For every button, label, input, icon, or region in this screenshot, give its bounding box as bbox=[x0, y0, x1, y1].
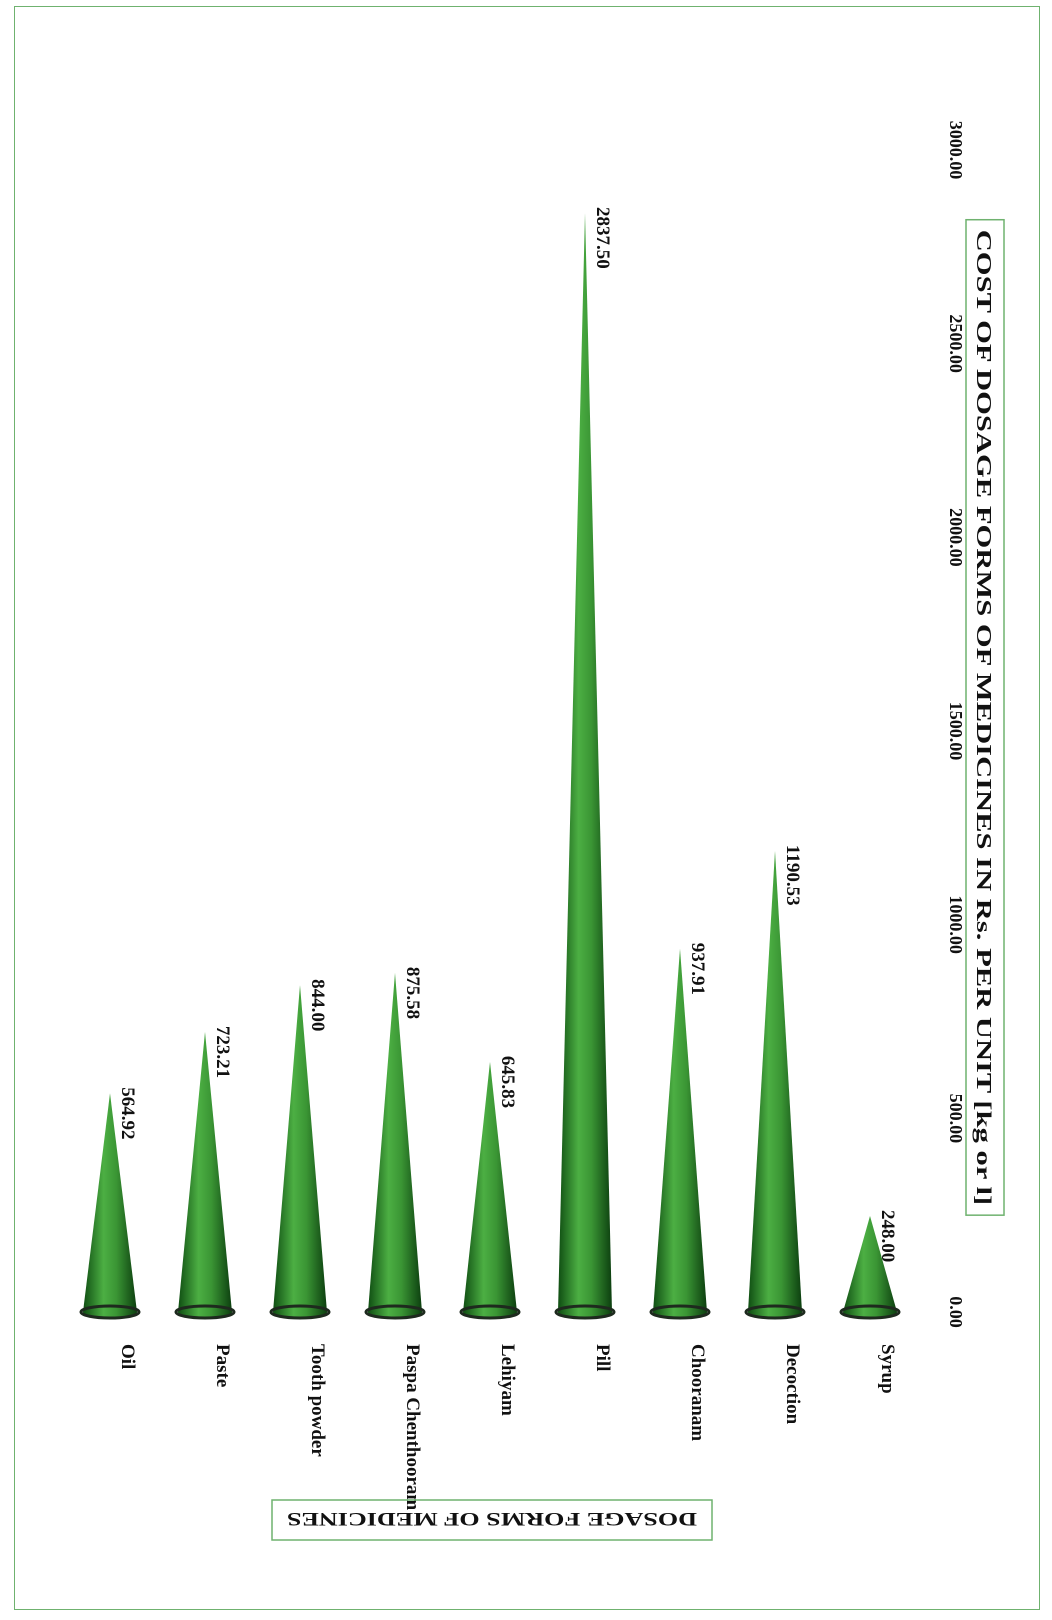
data-label-pill: 2837.50 bbox=[592, 207, 613, 269]
data-label-tooth-powder: 844.00 bbox=[307, 979, 328, 1031]
value-axis-title: COST OF DOSAGE FORMS OF MEDICINES IN Rs.… bbox=[972, 230, 996, 1205]
cone-base-paspa-chenthooram bbox=[364, 1304, 426, 1320]
cone-pill bbox=[558, 212, 612, 1320]
cone-chooranam bbox=[653, 948, 707, 1319]
value-tick-500-00: 500.00 bbox=[946, 1094, 966, 1144]
data-label-decoction: 1190.53 bbox=[782, 845, 803, 906]
value-tick-3000-00: 3000.00 bbox=[946, 121, 966, 180]
category-label-chooranam: Chooranam bbox=[687, 1344, 708, 1441]
cone-base-syrup bbox=[839, 1304, 901, 1320]
cone-lehiyam bbox=[463, 1061, 517, 1319]
cone-base-paste bbox=[174, 1304, 236, 1320]
category-label-paste: Paste bbox=[212, 1344, 233, 1387]
data-label-chooranam: 937.91 bbox=[687, 943, 708, 995]
value-tick-2500-00: 2500.00 bbox=[946, 314, 966, 373]
category-axis-title: DOSAGE FORMS OF MEDICINES bbox=[287, 1508, 697, 1529]
cone-decoction bbox=[748, 850, 802, 1319]
category-label-lehiyam: Lehiyam bbox=[497, 1344, 518, 1416]
data-label-oil: 564.92 bbox=[117, 1087, 138, 1139]
value-tick-1000-00: 1000.00 bbox=[946, 895, 966, 954]
data-label-paste: 723.21 bbox=[212, 1026, 233, 1078]
cone-oil bbox=[83, 1093, 137, 1319]
value-tick-0-00: 0.00 bbox=[946, 1296, 966, 1328]
cone-base-pill bbox=[554, 1304, 616, 1320]
cone-base-decoction bbox=[744, 1304, 806, 1320]
cone-base-oil bbox=[79, 1304, 141, 1320]
chart-frame bbox=[14, 6, 1040, 1610]
data-label-lehiyam: 645.83 bbox=[497, 1056, 518, 1108]
data-label-syrup: 248.00 bbox=[877, 1210, 898, 1262]
category-label-pill: Pill bbox=[592, 1344, 613, 1371]
value-tick-2000-00: 2000.00 bbox=[946, 508, 966, 567]
cone-tooth-powder bbox=[273, 985, 327, 1319]
category-label-tooth-powder: Tooth powder bbox=[307, 1344, 328, 1457]
cone-base-lehiyam bbox=[459, 1304, 521, 1320]
category-label-syrup: Syrup bbox=[877, 1344, 898, 1394]
category-axis-title-box bbox=[271, 1499, 713, 1541]
category-label-oil: Oil bbox=[117, 1344, 138, 1369]
cone-base-chooranam bbox=[649, 1304, 711, 1320]
cone-paspa-chenthooram bbox=[368, 972, 422, 1319]
value-axis-title-box bbox=[965, 218, 1005, 1216]
category-label-paspa-chenthooram: Paspa Chenthooram bbox=[402, 1344, 423, 1510]
data-label-paspa-chenthooram: 875.58 bbox=[402, 967, 423, 1019]
category-label-decoction: Decoction bbox=[782, 1344, 803, 1425]
cone-paste bbox=[178, 1031, 232, 1319]
value-tick-1500-00: 1500.00 bbox=[946, 702, 966, 761]
cone-syrup bbox=[843, 1215, 897, 1319]
cone-base-tooth-powder bbox=[269, 1304, 331, 1320]
